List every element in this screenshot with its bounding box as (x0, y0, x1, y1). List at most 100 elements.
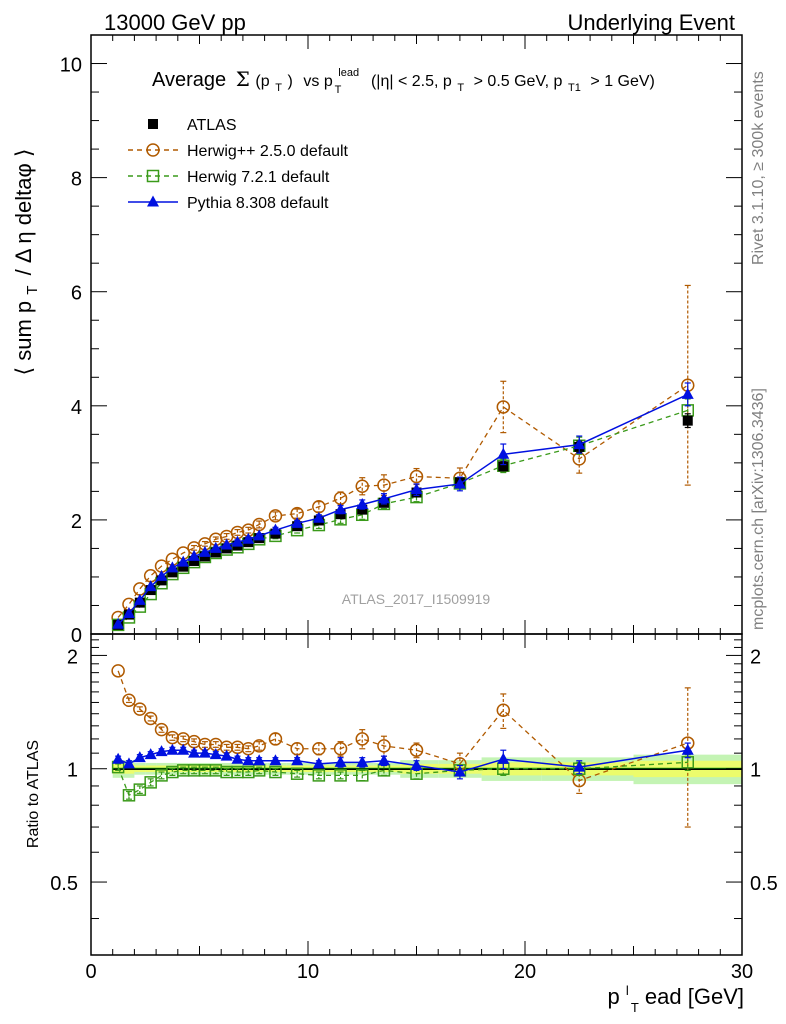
main-point-pythia (681, 387, 694, 399)
title-cuts1: (|η| < 2.5, p (371, 73, 452, 90)
ratio-point-herwigpp (355, 732, 369, 746)
main-y-tick-label: 0 (71, 625, 82, 647)
main-point-herwigpp (409, 469, 424, 484)
main-point-pythia (453, 477, 466, 489)
main-point-pythia (166, 561, 179, 573)
title-arg: (p (255, 73, 269, 90)
main-point-pythia (112, 617, 125, 629)
title-vs: vs p (303, 73, 332, 90)
ratio-point-herwigpp (268, 732, 283, 746)
ratio-point-herwigpp (187, 734, 201, 749)
x-axis-label: p l T ead [GeV] (607, 975, 744, 1017)
x-tick-label: 30 (731, 961, 753, 983)
ratio-point-pythia (242, 754, 255, 766)
ratio-y-tick-label: 2 (67, 646, 78, 668)
ratio-point-pythia (155, 745, 168, 757)
main-point-atlas (178, 561, 189, 572)
title-sigma: Σ (236, 67, 250, 91)
main-point-herwigpp (355, 479, 369, 493)
main-point-pythia (573, 438, 586, 450)
x-axis-label-a: p (607, 984, 619, 1009)
legend-item-pythia: Pythia 8.308 default (128, 195, 329, 212)
legend-label-herwigpp: Herwig++ 2.5.0 default (187, 143, 349, 160)
analysis-id-label: ATLAS_2017_I1509919 (342, 591, 491, 607)
main-panel-background (91, 35, 742, 634)
ratio-series-herwig7 (111, 754, 694, 802)
main-point-pythia (122, 606, 135, 618)
main-y-axis-label-sub: T (24, 286, 41, 295)
legend-label-herwig7: Herwig 7.2.1 default (187, 169, 330, 186)
ratio-point-herwigpp (111, 664, 125, 678)
ratio-point-herwig7 (312, 769, 326, 782)
main-point-pythia (377, 492, 390, 504)
main-y-axis-label: ⟨ sum p T / Δ η deltaφ ⟩ (11, 149, 42, 376)
ratio-point-pythia (334, 755, 347, 767)
ratio-point-herwigpp (290, 742, 304, 756)
ratio-y-axis-label: Ratio to ATLAS (25, 740, 42, 848)
main-point-pythia (209, 541, 222, 553)
ratio-point-pythia (231, 752, 244, 764)
main-point-pythia (188, 549, 201, 561)
main-point-pythia (253, 529, 266, 541)
ratio-point-herwigpp (122, 693, 136, 708)
ratio-point-pythia (166, 743, 179, 755)
ratio-point-pythia (253, 754, 266, 766)
main-point-herwigpp (133, 582, 147, 596)
title-vs-sub: T (335, 84, 342, 96)
ratio-point-herwigpp (230, 740, 245, 755)
ratio-point-pythia (220, 749, 233, 761)
main-point-pythia (312, 511, 325, 523)
ratio-point-herwig7 (133, 783, 147, 796)
main-point-pythia (177, 555, 190, 567)
title-cuts2: > 0.5 GeV, p (474, 73, 563, 90)
ratio-point-pythia (291, 754, 304, 766)
ratio-axes: 0.5 0.51 12 20 10 20 30 (50, 634, 778, 983)
ratio-point-pythia (497, 752, 510, 764)
ratio-point-pythia (453, 765, 466, 777)
ratio-y-tick-label-right: 2 (750, 646, 761, 668)
main-point-herwigpp (333, 491, 348, 505)
main-point-pythia (198, 545, 211, 557)
ratio-point-herwig7 (334, 769, 347, 782)
main-point-herwigpp (377, 478, 391, 492)
main-y-tick-label: 4 (71, 397, 82, 419)
main-point-herwigpp (312, 500, 326, 514)
header-left: 13000 GeV pp (104, 10, 246, 35)
ratio-point-pythia (356, 755, 369, 767)
ratio-point-pythia (410, 758, 423, 770)
ratio-y-tick-label: 1 (67, 760, 78, 782)
title-cuts1-sub: T (457, 82, 464, 94)
ratio-y-tick-label-right: 1 (750, 760, 761, 782)
title-arg-sub: T (275, 82, 282, 94)
ratio-point-pythia (122, 757, 135, 769)
main-point-herwigpp (496, 400, 511, 414)
header-right: Underlying Event (567, 10, 735, 35)
main-point-pythia (242, 532, 255, 544)
ratio-panel-background (91, 634, 742, 955)
x-tick-label: 10 (297, 961, 319, 983)
main-point-pythia (155, 569, 168, 581)
ratio-panel-frame (90, 633, 743, 956)
ratio-point-pythia (681, 743, 694, 755)
title-arg-close: ) (288, 73, 293, 90)
legend-item-atlas: ATLAS (148, 117, 237, 134)
title-cuts3: > 1 GeV) (590, 73, 654, 90)
ratio-y-tick-label-right: 0.5 (750, 873, 778, 895)
title-cuts2-sub: T1 (568, 82, 581, 94)
ratio-point-herwigpp (133, 702, 147, 716)
main-y-tick-label: 6 (71, 283, 82, 305)
ratio-y-tick-label: 0.5 (50, 873, 78, 895)
x-tick-label: 20 (514, 961, 536, 983)
main-point-herwigpp (143, 569, 158, 583)
legend-item-herwig7: Herwig 7.2.1 default (128, 169, 330, 186)
ratio-point-herwigpp (572, 773, 586, 788)
ratio-point-pythia (112, 752, 125, 764)
main-point-atlas (189, 555, 200, 566)
ratio-reference-line (112, 767, 742, 770)
ratio-point-herwigpp (409, 743, 424, 757)
ratio-point-herwig7 (144, 776, 157, 789)
main-point-pythia (144, 580, 157, 592)
ratio-point-herwig7 (356, 769, 369, 782)
ratio-point-pythia (573, 760, 586, 772)
